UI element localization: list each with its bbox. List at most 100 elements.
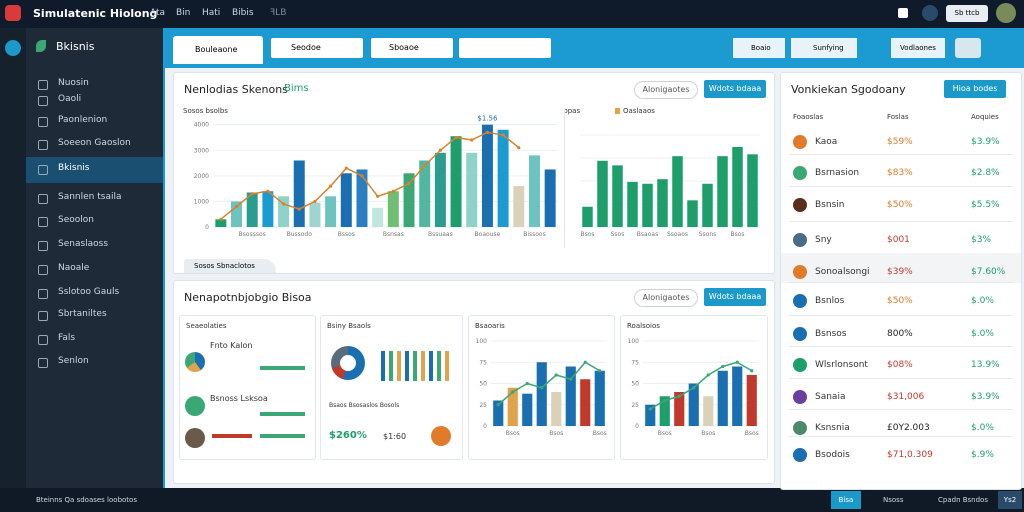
row-divider — [789, 282, 1013, 283]
status-button[interactable]: Bisa — [831, 491, 861, 509]
menu-icon — [38, 117, 48, 127]
nav[interactable]: Bibis — [232, 8, 254, 18]
y-tick-label: 75 — [479, 359, 487, 366]
line — [220, 131, 520, 220]
menu-item[interactable]: Paonlenion — [58, 115, 108, 125]
x-tick-label: Bsos — [549, 430, 563, 437]
line-point — [750, 369, 754, 373]
bar — [293, 160, 305, 227]
row-value: $59% — [887, 137, 913, 147]
bar — [522, 393, 533, 426]
search[interactable]: Sboaoe — [371, 38, 453, 58]
bar — [513, 186, 525, 227]
bar — [481, 124, 493, 227]
icon — [431, 426, 451, 446]
row-change: $5.5% — [971, 200, 1000, 210]
row-divider — [789, 436, 1013, 437]
bar — [262, 191, 274, 227]
bar — [372, 207, 384, 227]
bar — [387, 191, 399, 227]
x-tick-label: Bsosssos — [239, 231, 266, 238]
menu-item[interactable]: Nuosin — [58, 78, 89, 88]
y-tick-label: 50 — [479, 381, 487, 388]
line-point — [313, 199, 317, 204]
brand: Simulatenic Hiolong — [33, 7, 158, 20]
line — [497, 361, 601, 406]
line-point — [344, 166, 348, 170]
nav[interactable]: ꟻLB — [270, 8, 287, 18]
icon[interactable] — [898, 8, 908, 18]
row-name: Bsrnasion — [815, 168, 860, 178]
row-value: $001 — [887, 235, 910, 245]
tool-button[interactable]: Boaio — [733, 38, 785, 58]
button[interactable]: Sb ttcb — [946, 5, 988, 22]
menu-item[interactable]: Oaoli — [58, 94, 82, 104]
row-divider — [789, 409, 1013, 410]
menu-item[interactable]: Sannlen tsaila — [58, 192, 122, 202]
row-name: Bsodois — [815, 450, 850, 460]
button[interactable]: Wdots bdaaa — [704, 80, 766, 98]
menu-item[interactable]: Fals — [58, 333, 76, 343]
menu-item[interactable]: Sbrtaniltes — [58, 309, 107, 319]
nav[interactable]: Hati — [202, 8, 221, 18]
line-point — [496, 403, 500, 407]
row-divider — [789, 154, 1013, 155]
menu-item[interactable]: Naoale — [58, 263, 90, 273]
x-tick-label: Bssos — [338, 231, 355, 238]
bar — [403, 173, 415, 227]
x-tick-label: Bsos — [506, 430, 520, 437]
row-icon — [793, 448, 807, 462]
status-item[interactable]: Cpadn Bsndos — [938, 496, 988, 504]
y-tick-label: 100 — [628, 338, 640, 345]
x-tick-label: Bsos — [580, 231, 594, 238]
tool-button[interactable]: Vodlaones — [891, 38, 945, 58]
x-tick-label: Ssos — [611, 231, 625, 238]
bar — [703, 396, 714, 426]
bar — [659, 396, 670, 426]
panel: Vonkiekan Sgodoany Hioa bodes Foaoslas F… — [780, 72, 1022, 490]
bar — [434, 152, 446, 227]
button[interactable]: Alonigaotes — [634, 289, 698, 307]
y-tick-label: 1000 — [194, 198, 209, 205]
dropdown[interactable] — [459, 38, 551, 58]
avatar[interactable] — [996, 3, 1016, 23]
button[interactable]: Wdots bdaaa — [704, 288, 766, 306]
menu-item[interactable]: Senaslaoss — [58, 239, 109, 249]
button[interactable]: Hioa bodes — [944, 80, 1006, 98]
tool-button[interactable]: Sunfying — [791, 38, 857, 58]
line-point — [525, 381, 529, 386]
row-divider — [789, 378, 1013, 379]
row-value: $83% — [887, 168, 913, 178]
avatar — [185, 428, 205, 448]
search[interactable]: Seodoe — [271, 38, 363, 58]
icon-button[interactable] — [955, 38, 981, 58]
x-tick-label: Bsnsas — [383, 231, 404, 238]
menu-item[interactable]: Bkisnis — [58, 163, 90, 173]
menu-icon — [38, 96, 48, 106]
icon[interactable] — [5, 40, 21, 56]
row-name: Sanaia — [815, 392, 846, 402]
bar — [747, 154, 758, 227]
menu-item[interactable]: Senlon — [58, 356, 89, 366]
panel-title: Nenlodias Skenons — [184, 83, 288, 96]
icon[interactable] — [922, 5, 938, 21]
icon-rail — [0, 28, 26, 488]
nav[interactable]: Ata — [150, 8, 166, 18]
status-button[interactable]: Ys2 — [998, 491, 1022, 509]
chart-title: Sosos bsolbs — [183, 107, 228, 115]
nav[interactable]: Bin — [176, 8, 191, 18]
tab[interactable]: Bouleaone — [173, 36, 263, 64]
row-change: $.9% — [971, 450, 994, 460]
status-item[interactable]: Nsoss — [883, 496, 904, 504]
line-point — [266, 189, 270, 193]
row-name: Ksnsnia — [815, 423, 850, 433]
menu-item[interactable]: Soeeon Gaoslon — [58, 138, 131, 148]
menu-item[interactable]: Seoolon — [58, 215, 94, 225]
bar — [325, 196, 337, 227]
line-point — [540, 386, 544, 390]
footer-tab[interactable]: Sosos Sbnaclotos — [184, 259, 276, 273]
button[interactable]: Alonigaotes — [634, 81, 698, 99]
row-change: 13.9% — [971, 360, 1000, 370]
menu-item[interactable]: Sslotoo Gauls — [58, 287, 120, 297]
x-tick-label: Bsaoas — [637, 231, 658, 238]
